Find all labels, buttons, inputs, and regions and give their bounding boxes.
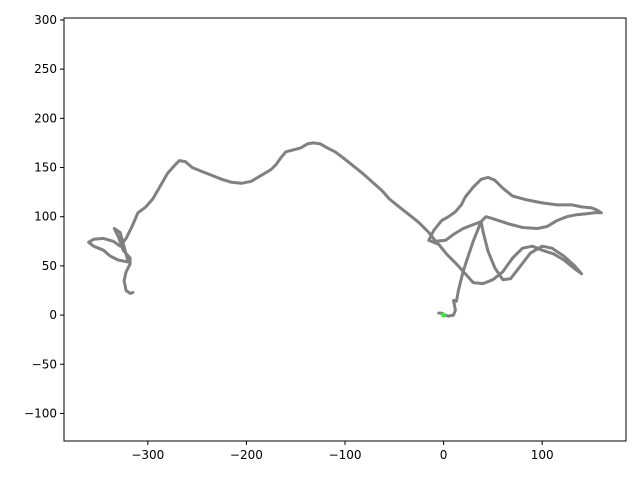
x-tick-label: 100 <box>531 448 554 462</box>
trajectory-line-0 <box>87 141 603 318</box>
x-tick-label: −200 <box>230 448 263 462</box>
y-tick-label: 300 <box>34 13 57 27</box>
y-tick-label: −100 <box>24 406 57 420</box>
axis-ticks: −300 −200 −100 0 100 −100 −50 0 50 100 150 200 250 30… <box>24 13 554 462</box>
start-point-marker <box>441 312 447 318</box>
x-tick-label: −100 <box>329 448 362 462</box>
y-tick-label: 0 <box>49 308 57 322</box>
axes-frame <box>63 17 627 442</box>
y-tick-label: 200 <box>34 111 57 125</box>
x-tick-label: 0 <box>440 448 448 462</box>
x-tick-label: −300 <box>131 448 164 462</box>
plot-area <box>87 141 603 318</box>
y-tick-label: 150 <box>34 161 57 175</box>
y-tick-label: 100 <box>34 210 57 224</box>
y-tick-label: −50 <box>32 357 57 371</box>
y-tick-label: 50 <box>42 259 57 273</box>
y-tick-label: 250 <box>34 62 57 76</box>
